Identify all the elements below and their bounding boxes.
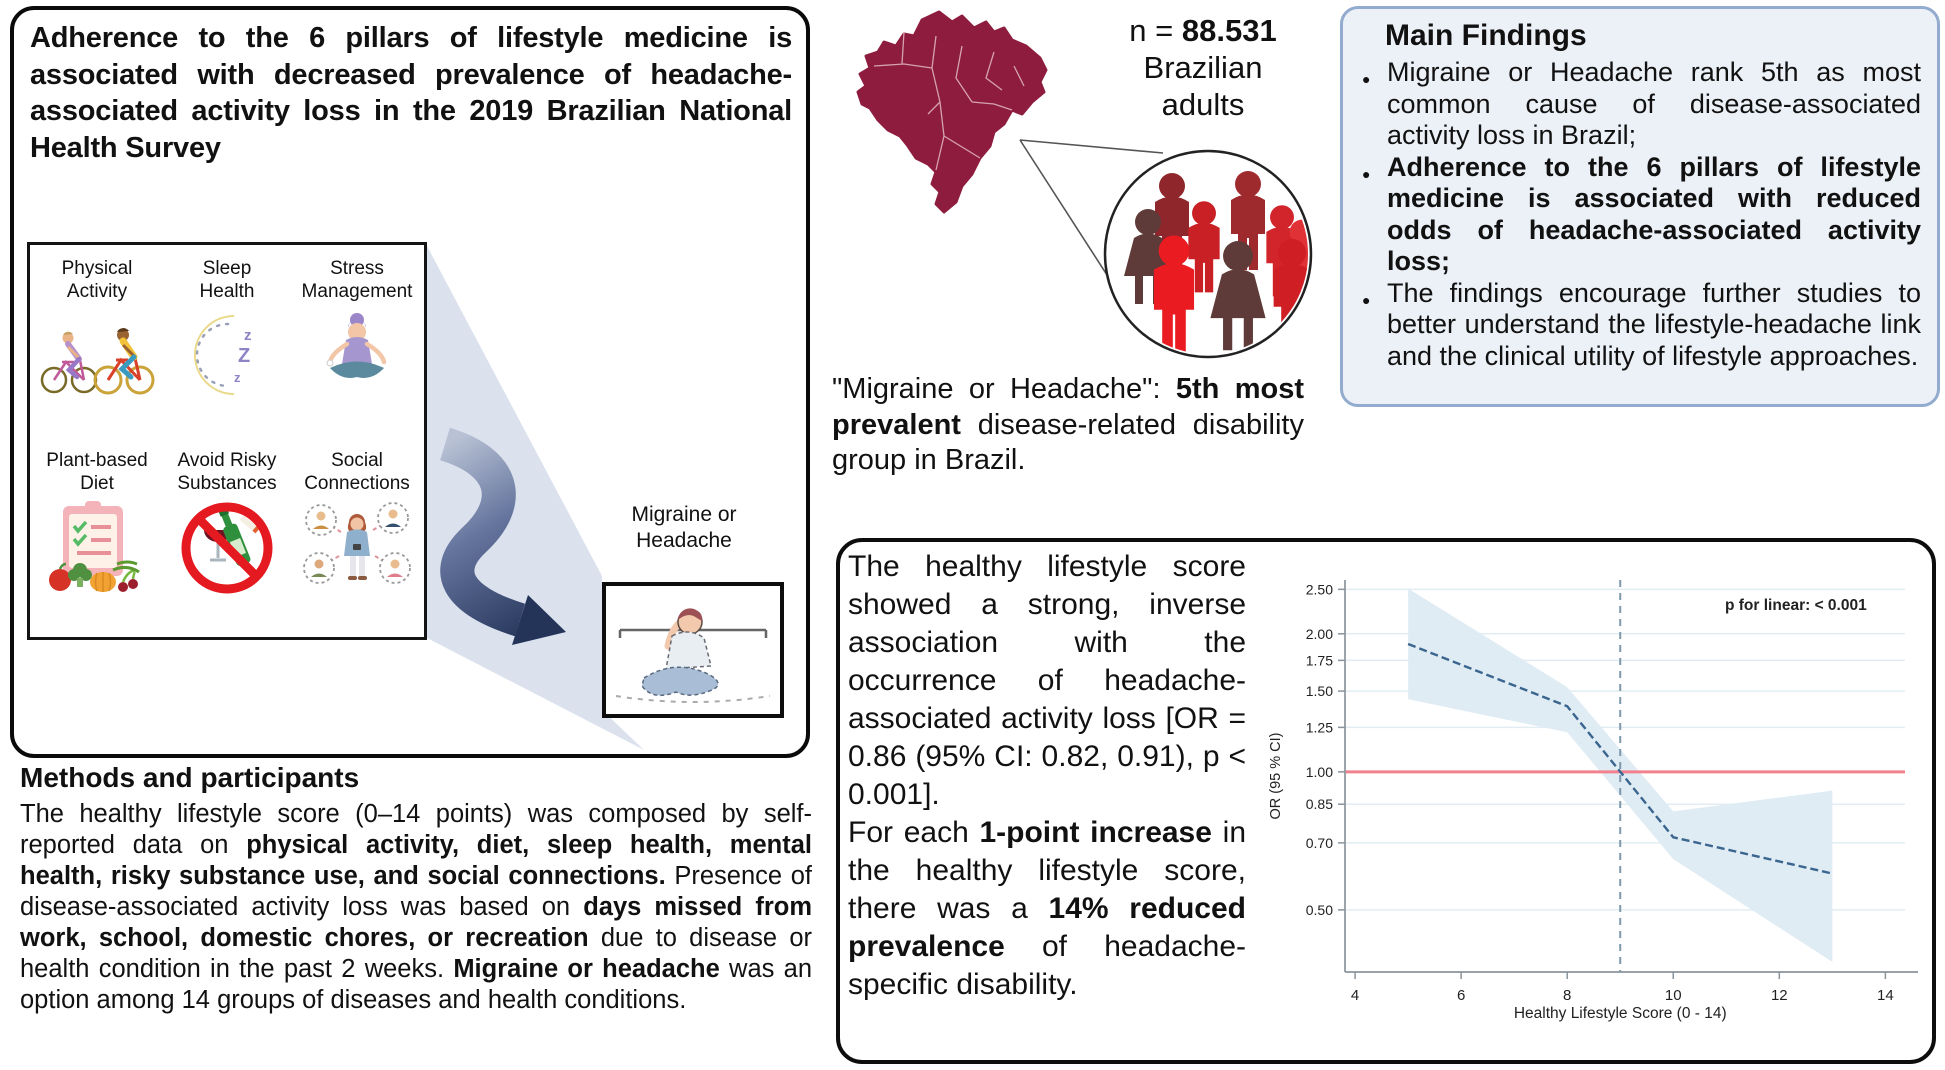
clipboard-vegetables-icon [49, 501, 140, 592]
population-graphic [856, 10, 1313, 359]
results-paragraph-2: For each 1-point increase in the healthy… [848, 816, 1246, 1001]
or-line-chart: 2.50 2.00 1.75 1.50 1.25 1.00 0.85 0.70 0.50 4 6 8 1… [1268, 580, 1918, 1022]
pillar-social-connections: Social Connections [292, 441, 422, 633]
x-axis-title: Healthy Lifestyle Score (0 - 14) [1514, 1005, 1727, 1022]
pillar-label: Avoid Risky Substances [177, 450, 277, 494]
or-line [1407, 642, 1833, 875]
findings-bullet: Adherence to the 6 pillars of lifestyle … [1355, 152, 1921, 278]
pillar-sleep-health: Sleep Health z Z z [162, 249, 292, 441]
svg-text:4: 4 [1351, 987, 1359, 1004]
pillar-label: Stress Management [301, 258, 413, 302]
prevalence-caption: "Migraine or Headache": 5th most prevale… [832, 373, 1304, 476]
curved-arrow-icon [439, 427, 526, 637]
findings-list: Migraine or Headache rank 5th as most co… [1355, 57, 1921, 372]
findings-bullet: Migraine or Headache rank 5th as most co… [1355, 57, 1921, 152]
funnel-shape [427, 246, 644, 750]
funnel-arrow-graphic [427, 246, 644, 750]
pillars-box: Physical Activity [27, 242, 427, 640]
methods-body: The healthy lifestyle score (0–14 points… [20, 800, 813, 1014]
svg-text:12: 12 [1771, 987, 1788, 1004]
main-findings-panel: Main Findings Migraine or Headache rank … [1340, 6, 1940, 407]
pillar-avoid-risky-substances: Avoid Risky Substances [162, 441, 292, 633]
sample-size-label: n = 88.531 Brazilian adults [1093, 12, 1313, 123]
bicycles-icon [40, 328, 155, 395]
migraine-illustration-box [602, 582, 784, 718]
pillar-label: Physical Activity [61, 258, 133, 302]
svg-text:Z: Z [238, 345, 250, 367]
migraine-person-icon [615, 608, 771, 703]
svg-text:10: 10 [1665, 987, 1682, 1004]
pillar-label: Social Connections [304, 450, 410, 494]
svg-text:8: 8 [1563, 987, 1571, 1004]
svg-text:1.00: 1.00 [1306, 764, 1333, 780]
p-value-annotation: p for linear: < 0.001 [1725, 597, 1867, 614]
svg-text:14: 14 [1877, 987, 1894, 1004]
no-alcohol-icon [181, 502, 273, 594]
page-title: Adherence to the 6 pillars of lifestyle … [30, 22, 792, 164]
crescent-moon-icon: z Z z [194, 315, 252, 395]
results-panel: The healthy lifestyle score showed a str… [836, 538, 1936, 1064]
svg-text:0.85: 0.85 [1306, 796, 1333, 812]
y-axis-title: OR (95 % CI) [1268, 732, 1284, 819]
pillar-stress-management: Stress Management [292, 249, 422, 441]
methods-section: Methods and participants The healthy lif… [20, 762, 812, 1016]
svg-text:0.70: 0.70 [1306, 835, 1333, 851]
title-pillars-panel: Adherence to the 6 pillars of lifestyle … [10, 6, 810, 758]
svg-text:2.50: 2.50 [1306, 581, 1333, 597]
svg-text:2.00: 2.00 [1306, 626, 1333, 642]
svg-text:0.50: 0.50 [1306, 902, 1333, 918]
social-people-icon [303, 502, 411, 584]
pillar-label: Plant-based Diet [46, 450, 148, 494]
sample-size-value: n = 88.531 [1129, 13, 1277, 48]
brazil-map-icon [856, 10, 1048, 214]
svg-text:6: 6 [1457, 987, 1465, 1004]
svg-text:1.25: 1.25 [1306, 719, 1333, 735]
findings-bullet: The findings encourage further studies t… [1355, 278, 1921, 373]
svg-text:z: z [244, 327, 252, 344]
main-findings-title: Main Findings [1385, 19, 1587, 52]
results-text: The healthy lifestyle score showed a str… [848, 548, 1246, 1004]
callout-lines [1019, 139, 1164, 293]
methods-heading: Methods and participants [20, 762, 360, 793]
pillar-label: Sleep Health [199, 258, 255, 302]
meditation-icon [326, 313, 387, 378]
outcome-label: Migraine or Headache [631, 503, 737, 552]
pillar-physical-activity: Physical Activity [32, 249, 162, 441]
svg-text:z: z [234, 370, 241, 385]
svg-text:1.75: 1.75 [1306, 652, 1333, 668]
svg-text:1.50: 1.50 [1306, 683, 1333, 699]
pillar-plant-based-diet: Plant-based Diet [32, 441, 162, 633]
results-paragraph-1: The healthy lifestyle score showed a str… [848, 550, 1246, 811]
